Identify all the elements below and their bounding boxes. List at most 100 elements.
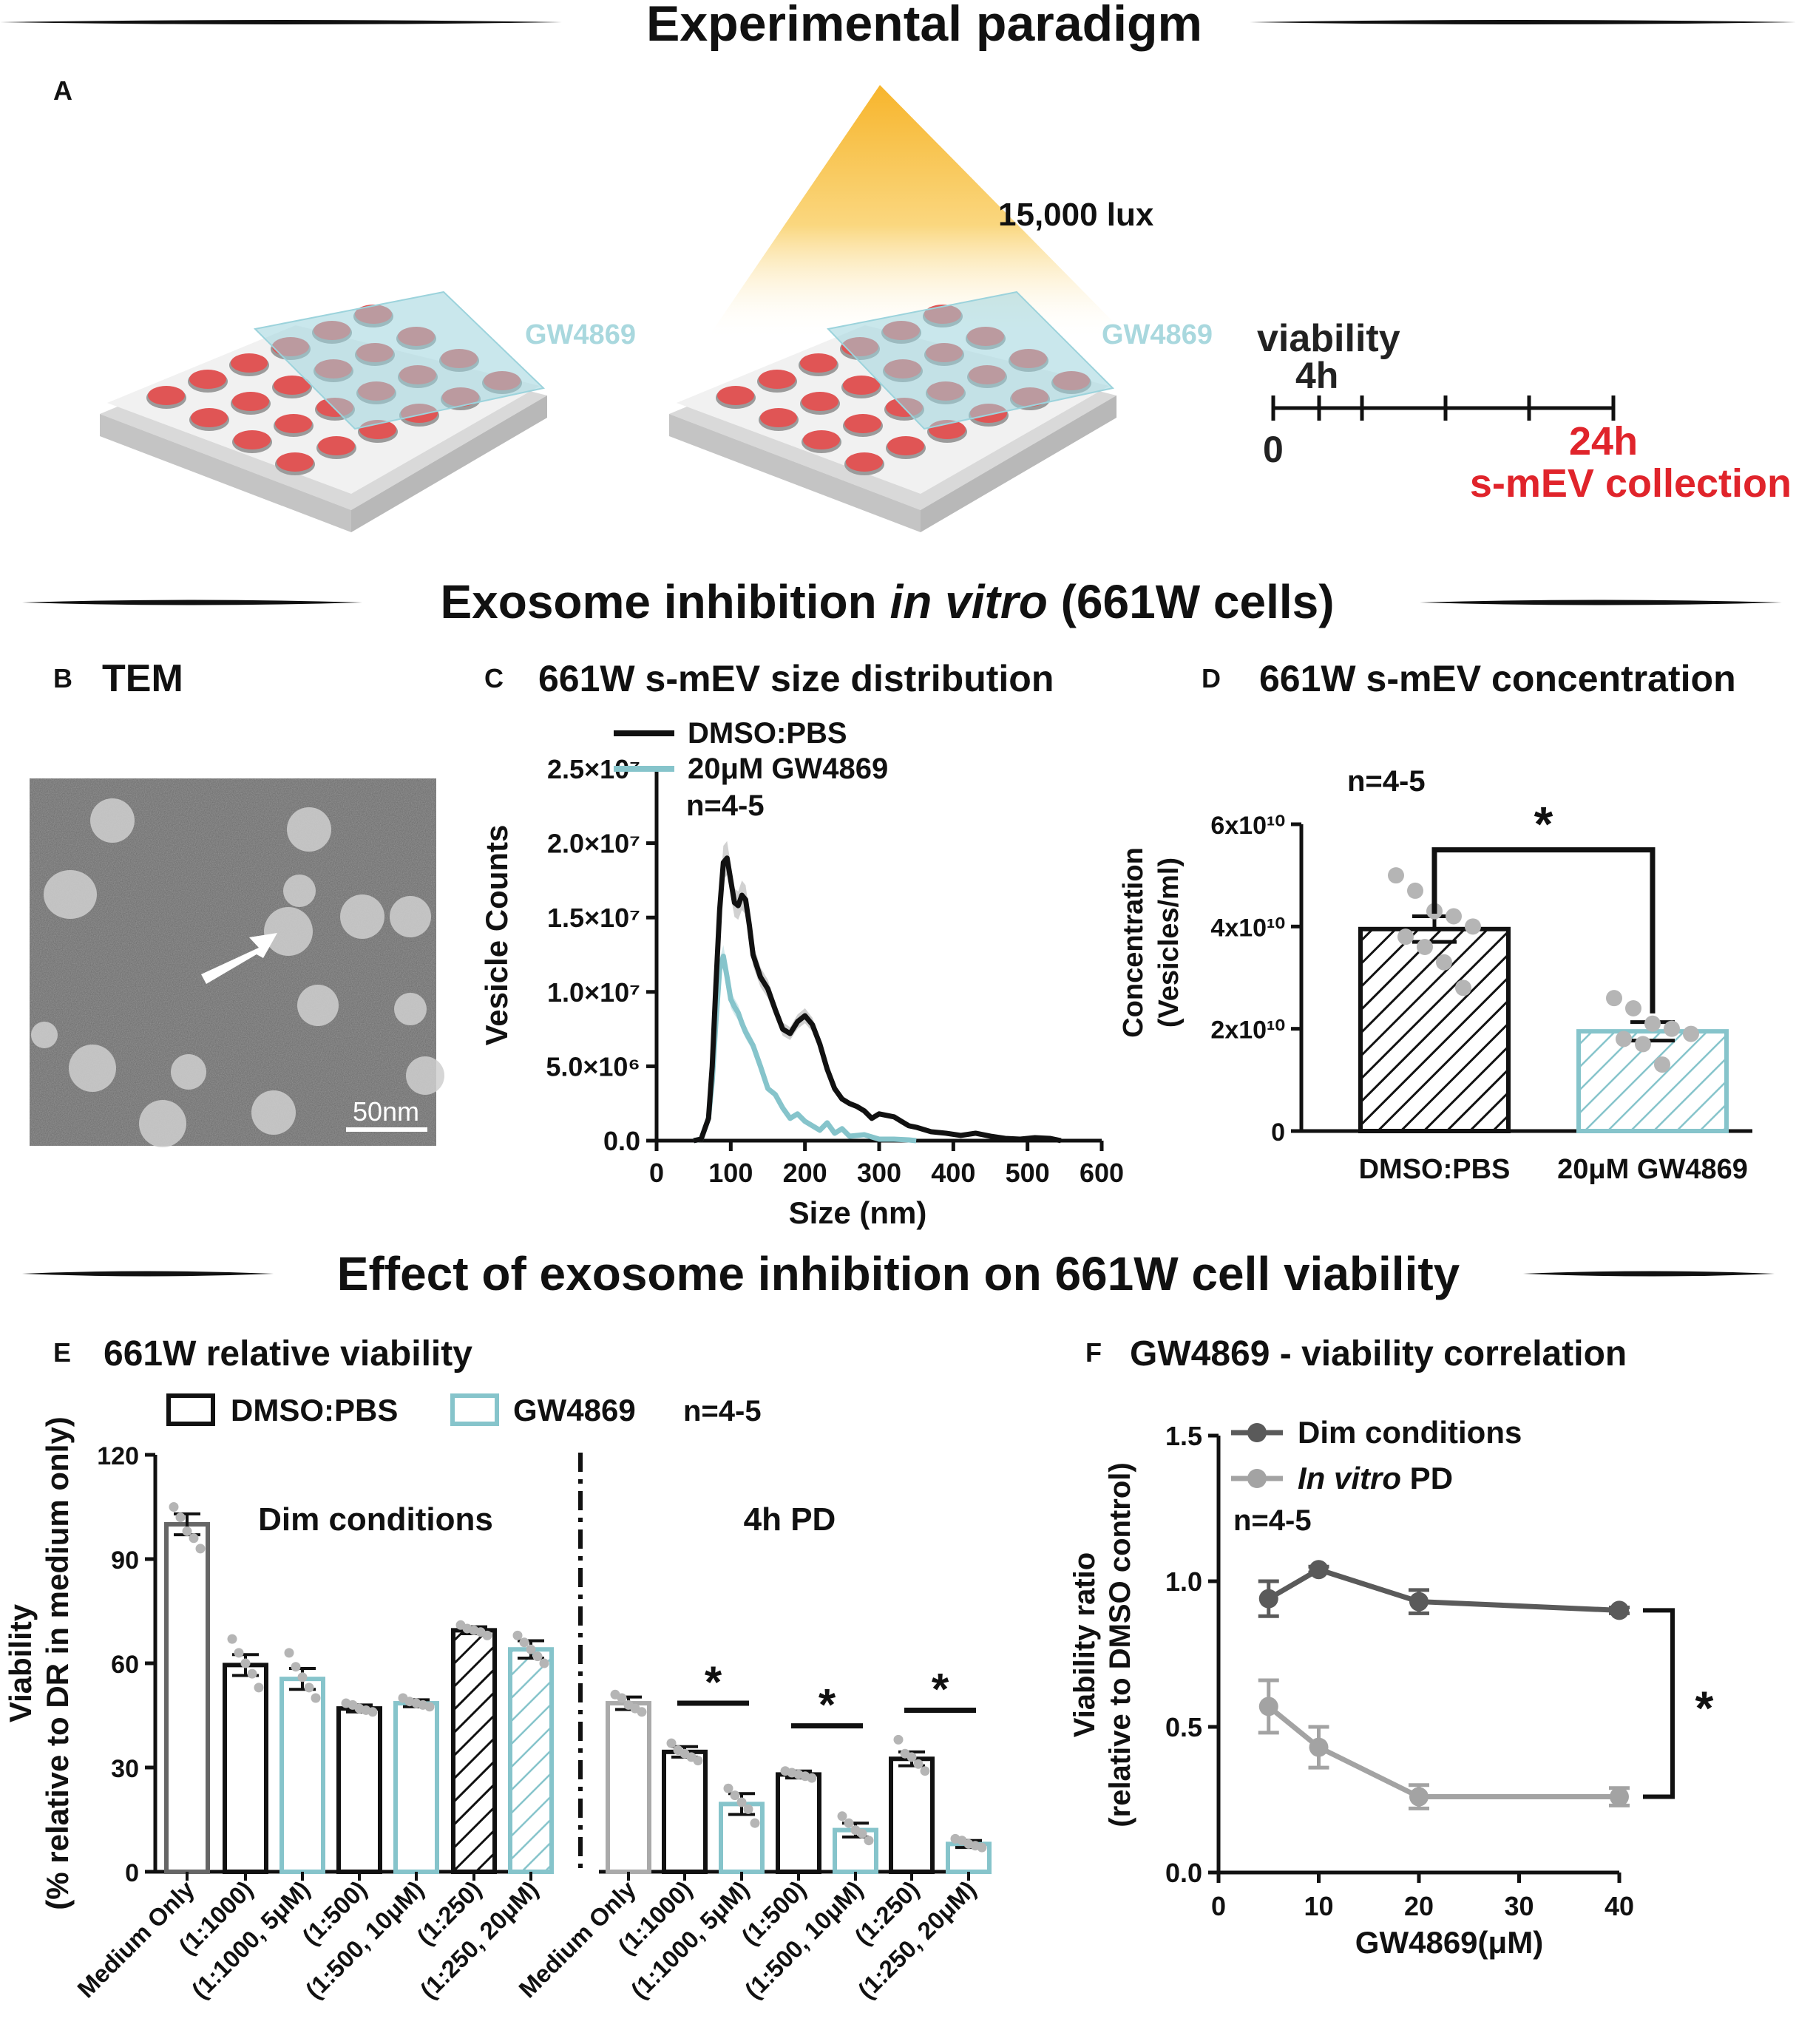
chart-c-legend-dmso: DMSO:PBS bbox=[688, 717, 847, 750]
chart-e-datapoint bbox=[247, 1668, 257, 1679]
chart-d-title: 661W s-mEV concentration bbox=[1259, 658, 1736, 699]
timeline-24h-label: 24h bbox=[1569, 419, 1638, 464]
panel-letter-c: C bbox=[484, 663, 504, 693]
section-title-inhibition-prefix: Exosome inhibition bbox=[440, 575, 889, 628]
chart-d-significance-bracket bbox=[1431, 847, 1656, 1013]
chart-e-datapoint bbox=[195, 1544, 206, 1554]
well bbox=[717, 386, 754, 405]
chart-d-datapoint bbox=[1397, 928, 1414, 945]
chart-d-ylabel-1: Concentration bbox=[1118, 847, 1149, 1038]
chart-f-datapoint bbox=[1309, 1560, 1329, 1580]
timeline bbox=[1271, 395, 1616, 421]
timeline-0-label: 0 bbox=[1263, 429, 1284, 470]
well bbox=[802, 392, 838, 411]
chart-e-significance-star: * bbox=[819, 1680, 836, 1730]
chart-e-y-tick-label: 60 bbox=[111, 1651, 139, 1679]
chart-e-datapoint bbox=[920, 1766, 930, 1776]
light-cone bbox=[706, 85, 1131, 340]
chart-f-datapoint bbox=[1258, 1589, 1278, 1609]
chart-d-datapoint bbox=[1635, 1036, 1651, 1053]
well-plate-1 bbox=[100, 291, 547, 532]
chart-d-y-tick-label: 4x10¹⁰ bbox=[1210, 914, 1285, 942]
section-title-inhibition: Exosome inhibition in vitro (661W cells) bbox=[440, 575, 1334, 628]
well bbox=[843, 376, 880, 395]
chart-e-datapoint bbox=[424, 1702, 435, 1712]
chart-d-x-label: DMSO:PBS bbox=[1359, 1154, 1511, 1185]
chart-e-datapoint bbox=[311, 1693, 321, 1703]
chart-d-datapoint bbox=[1625, 1000, 1641, 1016]
chart-c-y-tick-label: 2.0×10⁷ bbox=[547, 829, 640, 859]
chart-c-y-tick-label: 1.0×10⁷ bbox=[547, 977, 640, 1008]
plate-label-gw4869-1: GW4869 bbox=[525, 319, 636, 350]
chart-e-datapoint bbox=[736, 1797, 747, 1807]
chart-e-datapoint bbox=[189, 1533, 199, 1544]
panel-letter-d: D bbox=[1202, 663, 1221, 693]
well bbox=[846, 452, 883, 472]
chart-f-series-line-0 bbox=[1267, 1566, 1620, 1613]
chart-e-datapoint bbox=[234, 1648, 244, 1658]
well bbox=[231, 353, 268, 373]
chart-f-ylabel-2: (relative to DMSO control) bbox=[1104, 1462, 1136, 1827]
chart-f-xlabel: GW4869(μM) bbox=[1355, 1925, 1543, 1960]
chart-e-datapoint bbox=[519, 1637, 529, 1648]
chart-e-datapoint bbox=[482, 1630, 492, 1640]
chart-f-y-tick-label: 1.0 bbox=[1165, 1566, 1202, 1597]
chart-d-datapoint bbox=[1407, 882, 1423, 899]
chart-c-ylabel: Vesicle Counts bbox=[479, 825, 514, 1046]
chart-e-datapoint bbox=[526, 1644, 536, 1654]
chart-f-x-tick-label: 10 bbox=[1304, 1891, 1333, 1921]
chart-e-bar-1 bbox=[223, 1663, 268, 1875]
chart-d-datapoint bbox=[1654, 1056, 1670, 1073]
chart-e-datapoint bbox=[977, 1842, 987, 1853]
chart-e-bar-7 bbox=[606, 1701, 651, 1875]
chart-e-datapoint bbox=[864, 1836, 874, 1846]
chart-e-datapoint bbox=[617, 1693, 627, 1703]
well bbox=[274, 376, 311, 395]
chart-f-n-label: n=4-5 bbox=[1233, 1504, 1312, 1537]
chart-e-datapoint bbox=[297, 1672, 308, 1683]
chart-e-datapoint bbox=[730, 1790, 740, 1801]
chart-f-datapoint bbox=[1309, 1737, 1329, 1757]
chart-e-ylabel-1: Viability bbox=[3, 1603, 38, 1722]
section-title-inhibition-italic: in vitro bbox=[889, 575, 1047, 628]
chart-f-legend-pd-rest: PD bbox=[1401, 1461, 1453, 1495]
chart-f-series-line-1 bbox=[1267, 1704, 1619, 1800]
chart-e-y-tick-label: 120 bbox=[97, 1442, 139, 1470]
chart-f-datapoint bbox=[1258, 1697, 1278, 1717]
chart-c-y-tick-label: 1.5×10⁷ bbox=[547, 903, 640, 933]
chart-d-datapoint bbox=[1465, 918, 1481, 935]
panel-b-title: TEM bbox=[102, 657, 183, 700]
chart-e-datapoint bbox=[254, 1683, 264, 1693]
chart-e-group-dim: Dim conditions bbox=[258, 1501, 493, 1538]
section-title-viability: Effect of exosome inhibition on 661W cel… bbox=[337, 1247, 1460, 1300]
well bbox=[191, 408, 228, 427]
chart-e-bar-12 bbox=[889, 1756, 935, 1874]
chart-e-bar-3 bbox=[336, 1706, 382, 1875]
chart-f-y-tick-label: 0.5 bbox=[1165, 1712, 1202, 1742]
chart-f-significance-star: * bbox=[1695, 1681, 1714, 1734]
panel-letter-e: E bbox=[53, 1337, 71, 1368]
chart-e-datapoint bbox=[240, 1658, 251, 1668]
chart-f-datapoint bbox=[1409, 1787, 1429, 1807]
chart-c-n-label: n=4-5 bbox=[686, 790, 765, 822]
chart-e-significance-star: * bbox=[932, 1664, 949, 1714]
panel-letter-f: F bbox=[1085, 1337, 1102, 1368]
chart-f: 0.0 0.5 1.0 1.5 0 10 20 30 40 * bbox=[1165, 1421, 1714, 1921]
chart-c-series-dmso bbox=[693, 855, 1062, 1144]
chart-e-legend-dmso-swatch bbox=[166, 1393, 215, 1426]
chart-e-bar-4 bbox=[393, 1701, 439, 1875]
section-divider-viability bbox=[22, 1271, 1775, 1277]
panel-letter-b: B bbox=[53, 663, 72, 693]
chart-c-title: 661W s-mEV size distribution bbox=[538, 658, 1054, 699]
chart-e-title: 661W relative viability bbox=[104, 1334, 472, 1374]
timeline-viability-label: viability bbox=[1257, 317, 1400, 360]
chart-e-datapoint bbox=[807, 1773, 817, 1783]
chart-d-y-tick-label: 2x10¹⁰ bbox=[1210, 1016, 1285, 1045]
chart-e-bar-8 bbox=[662, 1749, 708, 1875]
chart-e-legend-gw4869-swatch bbox=[450, 1393, 499, 1426]
chart-c-xlabel: Size (nm) bbox=[789, 1195, 927, 1230]
chart-e-y-tick-label: 0 bbox=[125, 1859, 139, 1887]
chart-f-legend-dim: Dim conditions bbox=[1298, 1415, 1522, 1450]
